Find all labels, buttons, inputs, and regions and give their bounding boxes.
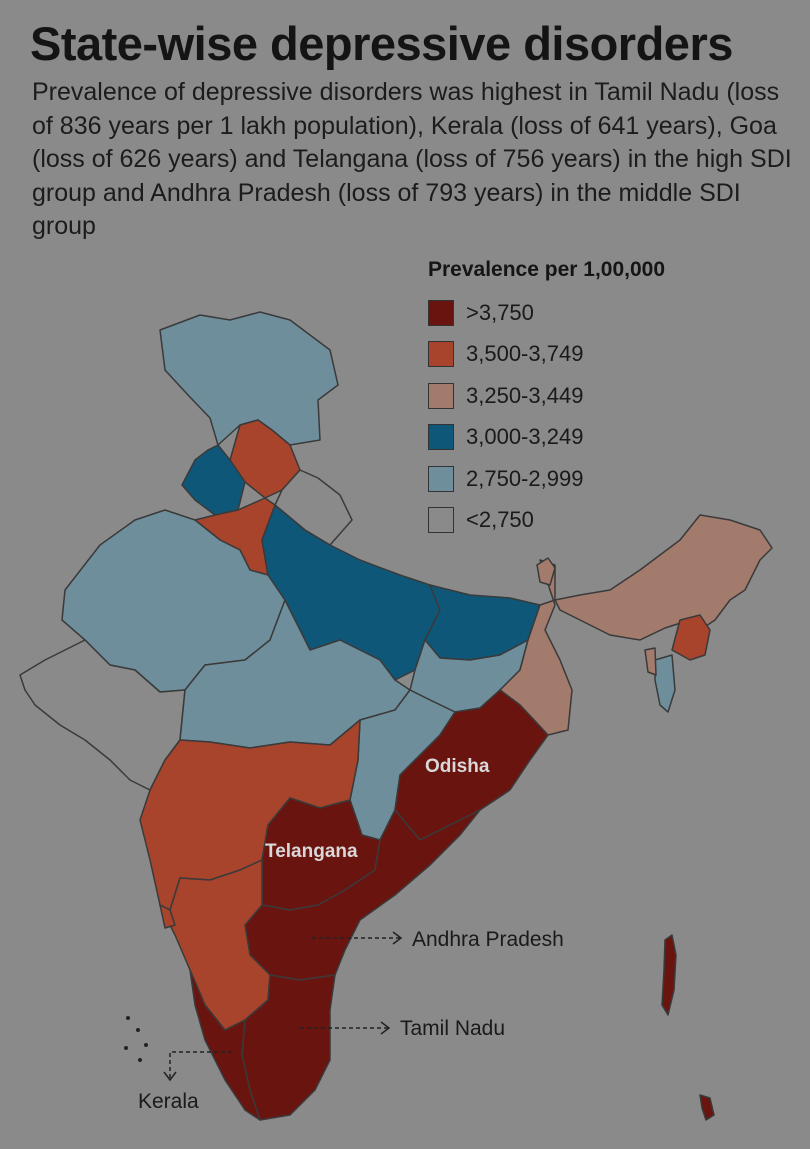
legend: Prevalence per 1,00,000 >3,750 3,500-3,7… [428,258,748,541]
region-mizoram [654,654,676,713]
legend-item: <2,750 [428,500,748,542]
legend-label: >3,750 [466,299,534,325]
label-tamil-nadu: Tamil Nadu [400,1017,505,1040]
legend-swatch [428,424,454,451]
region-manipur [671,614,711,661]
legend-title: Prevalence per 1,00,000 [428,258,666,281]
lakshadweep-islands [124,1016,148,1062]
region-kerala [189,969,261,1121]
label-odisha: Odisha [425,756,490,777]
legend-item: >3,750 [428,292,748,334]
legend-label: 3,250-3,449 [466,382,584,408]
legend-item: 2,750-2,999 [428,458,748,500]
region-nicobar [699,1094,715,1121]
legend-swatch [428,465,454,492]
legend-swatch [428,382,454,409]
kerala-callout-line [169,1051,232,1078]
legend-label: 2,750-2,999 [466,465,584,491]
legend-label: 3,000-3,249 [466,424,584,450]
legend-label: <2,750 [466,507,534,533]
region-punjab [181,444,246,516]
legend-item: 3,500-3,749 [428,334,748,376]
label-telangana: Telangana [265,841,358,862]
legend-swatch [428,299,454,326]
legend-swatch [428,507,454,534]
region-jammu-kashmir [159,311,339,446]
region-tripura [644,647,657,676]
region-northeast [554,514,773,641]
legend-item: 3,250-3,449 [428,375,748,417]
region-andaman [661,934,677,1016]
chart-subtitle: Prevalence of depressive disorders was h… [32,78,792,240]
legend-item: 3,000-3,249 [428,417,748,459]
label-andhra-pradesh: Andhra Pradesh [412,928,564,951]
chart-title: State-wise depressive disorders [30,17,733,70]
region-goa [159,904,176,929]
legend-label: 3,500-3,749 [466,341,584,367]
label-kerala: Kerala [138,1090,199,1113]
region-sikkim [536,557,556,586]
legend-swatch [428,341,454,368]
